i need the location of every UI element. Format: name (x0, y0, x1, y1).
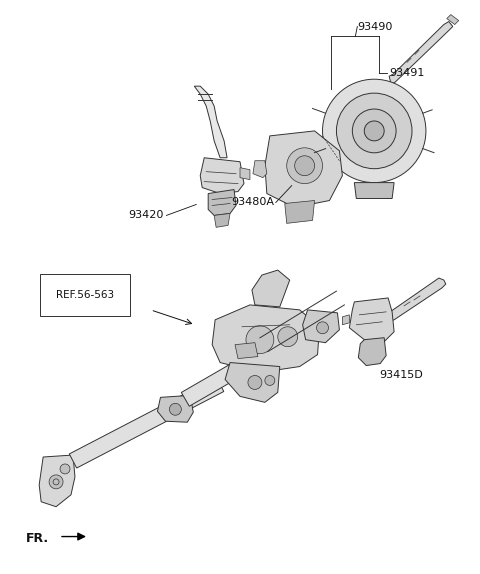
Circle shape (265, 375, 275, 385)
Text: 93490: 93490 (357, 21, 393, 32)
Circle shape (287, 148, 323, 184)
Text: FR.: FR. (26, 532, 49, 545)
Circle shape (60, 464, 70, 474)
Polygon shape (349, 298, 394, 342)
Circle shape (364, 121, 384, 141)
Polygon shape (208, 189, 236, 215)
Text: REF.56-563: REF.56-563 (56, 290, 114, 300)
Polygon shape (389, 22, 453, 84)
Polygon shape (447, 14, 459, 25)
Circle shape (278, 327, 298, 347)
Circle shape (295, 156, 314, 176)
Circle shape (336, 93, 412, 169)
Polygon shape (265, 131, 342, 207)
Text: 93420: 93420 (128, 211, 164, 220)
Circle shape (169, 404, 181, 415)
Text: 93491: 93491 (389, 68, 424, 78)
Polygon shape (212, 305, 320, 373)
Circle shape (316, 322, 328, 333)
Polygon shape (181, 345, 272, 406)
Circle shape (49, 475, 63, 489)
Polygon shape (253, 161, 267, 177)
Circle shape (352, 109, 396, 153)
Polygon shape (240, 168, 250, 180)
Polygon shape (69, 377, 224, 468)
Polygon shape (157, 395, 193, 422)
Text: 93415D: 93415D (379, 370, 423, 379)
Polygon shape (354, 183, 394, 199)
Polygon shape (194, 86, 227, 158)
Polygon shape (285, 200, 314, 223)
Polygon shape (386, 278, 446, 322)
Polygon shape (252, 270, 290, 307)
Polygon shape (358, 338, 386, 366)
Polygon shape (225, 363, 280, 402)
Polygon shape (214, 214, 230, 227)
Circle shape (246, 326, 274, 354)
Circle shape (248, 375, 262, 389)
Polygon shape (302, 310, 339, 343)
Circle shape (323, 79, 426, 183)
Polygon shape (39, 455, 75, 507)
Text: 93480A: 93480A (231, 197, 274, 207)
Polygon shape (235, 343, 258, 359)
Polygon shape (342, 315, 349, 325)
Polygon shape (200, 158, 244, 193)
